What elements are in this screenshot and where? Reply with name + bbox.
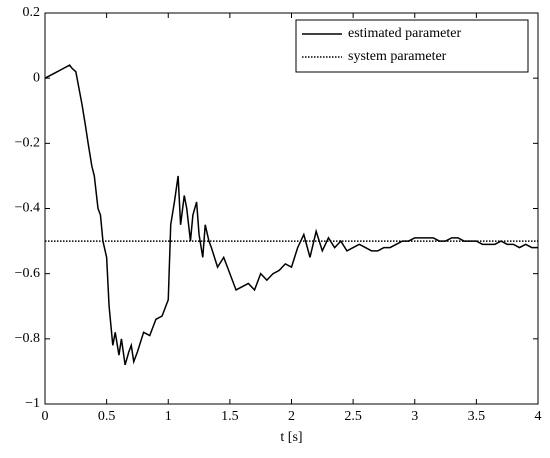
x-tick-label: 0.5	[98, 409, 116, 424]
x-tick-label: 2	[288, 409, 295, 424]
legend-box	[295, 19, 529, 73]
y-tick-label: −0.2	[15, 136, 40, 151]
y-tick-label: −1	[25, 396, 40, 411]
x-tick-label: 0	[42, 409, 49, 424]
y-tick-label: 0.2	[23, 5, 41, 20]
legend-label: system parameter	[348, 49, 447, 64]
y-tick-label: 0	[33, 70, 40, 85]
y-tick-label: −0.4	[15, 201, 40, 216]
y-tick-label: −0.8	[15, 331, 40, 346]
legend-label: estimated parameter	[348, 26, 461, 41]
x-tick-label: 3.5	[468, 409, 486, 424]
x-tick-label: 1.5	[221, 409, 239, 424]
x-axis-label: t [s]	[280, 430, 302, 445]
x-tick-label: 1	[165, 409, 172, 424]
x-tick-label: 2.5	[344, 409, 362, 424]
y-tick-label: −0.6	[15, 266, 40, 281]
x-tick-label: 4	[535, 409, 542, 424]
x-tick-label: 3	[411, 409, 418, 424]
plot-frame	[44, 12, 539, 405]
